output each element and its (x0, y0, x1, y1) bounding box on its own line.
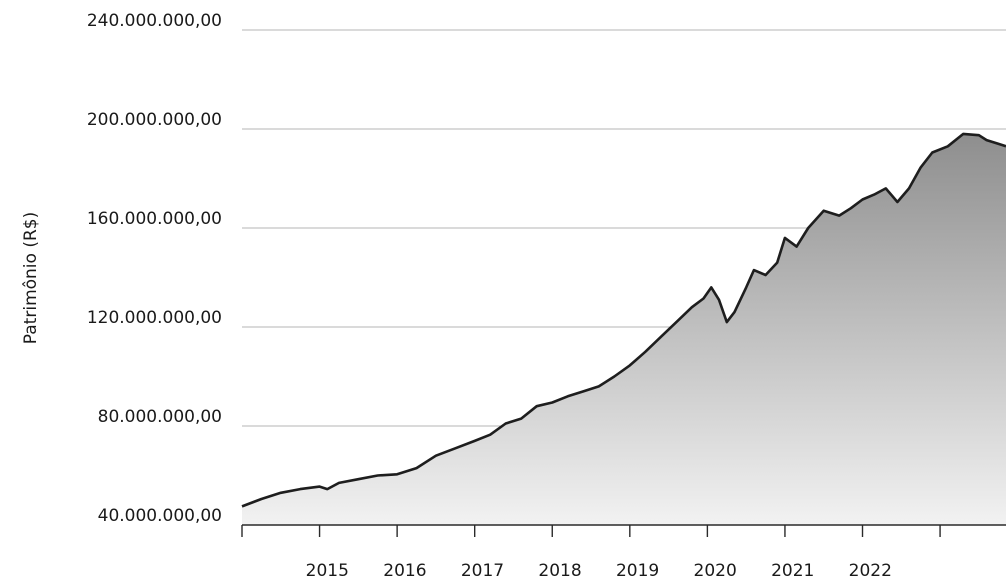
y-tick-label: 240.000.000,00 (87, 11, 222, 31)
y-tick-label: 120.000.000,00 (87, 308, 222, 328)
y-tick-labels: 40.000.000,00 80.000.000,00 120.000.000,00… (87, 11, 222, 526)
y-tick-label: 40.000.000,00 (98, 506, 222, 526)
y-tick-label: 160.000.000,00 (87, 209, 222, 229)
y-axis-label: Patrimônio (R$) (21, 212, 41, 344)
x-tick-label: 2022 (849, 561, 892, 581)
x-tick-label: 2017 (461, 561, 504, 581)
x-tick-label: 2020 (694, 561, 737, 581)
x-tick-label: 2015 (306, 561, 349, 581)
x-tick-label: 2019 (616, 561, 659, 581)
y-tick-label: 200.000.000,00 (87, 110, 222, 130)
x-axis (241, 524, 1006, 537)
y-tick-label: 80.000.000,00 (98, 407, 222, 427)
patrimonio-area-fill (242, 133, 1006, 525)
x-tick-labels: 2015 2016 2017 2018 2019 2020 2021 2022 (306, 561, 892, 581)
x-tick-label: 2018 (538, 561, 581, 581)
x-tick-label: 2021 (771, 561, 814, 581)
x-tick-label: 2016 (383, 561, 426, 581)
area-layer (241, 132, 1006, 525)
patrimonio-series-line (241, 132, 1006, 508)
